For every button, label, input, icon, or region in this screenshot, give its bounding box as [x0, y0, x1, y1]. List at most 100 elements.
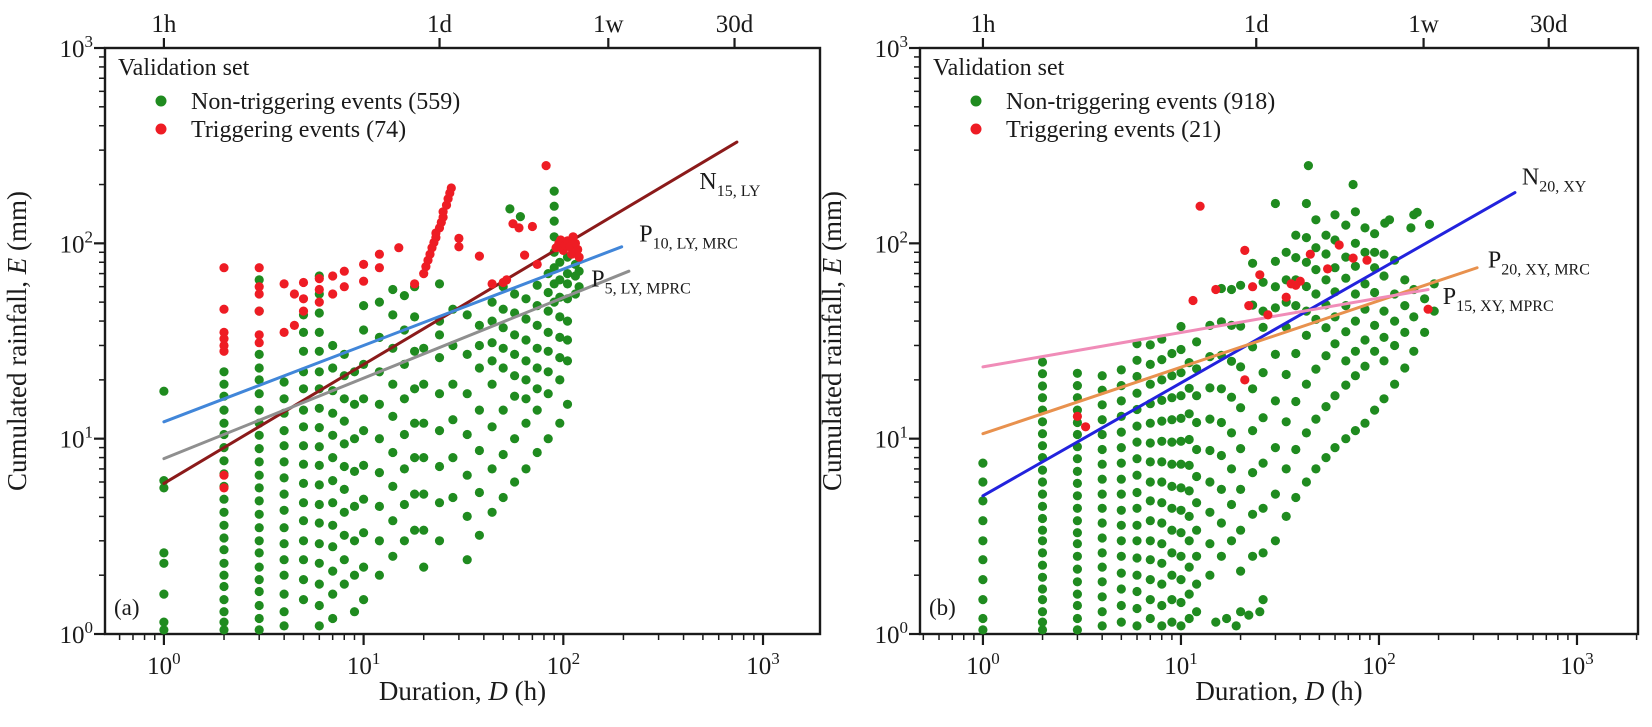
- scatter-point: [462, 310, 472, 320]
- scatter-point: [498, 405, 508, 415]
- scatter-point: [1270, 256, 1280, 266]
- scatter-point: [520, 250, 530, 260]
- scatter-point: [1037, 617, 1048, 627]
- scatter-point: [359, 301, 369, 311]
- scatter-point: [1384, 215, 1395, 225]
- scatter-point: [254, 363, 264, 373]
- scatter-point: [1270, 303, 1280, 313]
- scatter-point: [1406, 223, 1416, 233]
- scatter-point: [1409, 346, 1419, 356]
- scatter-point: [1370, 229, 1380, 239]
- scatter-point: [1360, 279, 1370, 289]
- scatter-point: [574, 252, 584, 262]
- scatter-point: [1321, 275, 1331, 285]
- scatter-point: [1258, 503, 1268, 513]
- scatter-point: [1072, 577, 1082, 587]
- scatter-point: [1281, 511, 1291, 521]
- scatter-point: [1350, 426, 1360, 436]
- scatter-point: [1072, 491, 1082, 501]
- scatter-point: [1192, 525, 1202, 535]
- scatter-point: [279, 489, 289, 499]
- x-axis-title: Duration, D (h): [1195, 676, 1362, 706]
- scatter-point: [498, 492, 508, 503]
- legend-item-label: Non-triggering events (918): [1006, 89, 1275, 115]
- scatter-point: [1081, 422, 1091, 432]
- scatter-point: [1330, 391, 1340, 401]
- scatter-point: [410, 346, 420, 356]
- scatter-point: [1222, 613, 1232, 624]
- scatter-point: [462, 389, 472, 399]
- scatter-point: [1216, 518, 1226, 528]
- x-tick-label: 101: [1164, 649, 1198, 680]
- scatter-point: [521, 314, 531, 324]
- scatter-point: [1167, 548, 1177, 558]
- scatter-point: [474, 251, 484, 261]
- scatter-point: [541, 161, 551, 171]
- scatter-point: [410, 384, 420, 394]
- scatter-point: [1184, 589, 1194, 599]
- scatter-point: [1192, 607, 1202, 617]
- scatter-point: [219, 418, 229, 428]
- scatter-point: [1145, 379, 1155, 389]
- scatter-point: [521, 464, 531, 474]
- scatter-point: [298, 405, 309, 415]
- scatter-point: [314, 460, 324, 470]
- scatter-point: [419, 453, 429, 463]
- legend-item-label: Triggering events (21): [1006, 117, 1221, 143]
- scatter-point: [1072, 539, 1082, 549]
- scatter-point: [328, 271, 338, 281]
- scatter-point: [1281, 247, 1291, 257]
- threshold-lines: N15, LY P10, LY, MRC P5, LY, MPRC: [162, 140, 761, 485]
- scatter-point: [1072, 551, 1082, 561]
- scatter-point: [1334, 240, 1344, 250]
- scatter-point: [462, 429, 472, 440]
- scatter-point: [1072, 478, 1082, 488]
- scatter-point: [1037, 607, 1048, 617]
- scatter-point: [1184, 409, 1194, 419]
- scatter-point: [314, 308, 324, 318]
- scatter-point: [388, 379, 398, 389]
- scatter-point: [549, 186, 559, 196]
- scatter-point: [1132, 570, 1142, 580]
- top-tick-label: 1w: [1408, 11, 1439, 38]
- scatter-point: [298, 459, 309, 469]
- scatter-point: [509, 371, 520, 381]
- threshold-lines: N20, XY P20, XY, MRC P15, XY, MPRC: [981, 165, 1590, 498]
- scatter-point: [1132, 454, 1142, 464]
- scatter-point: [1116, 458, 1126, 468]
- scatter-point: [1301, 379, 1311, 389]
- scatter-point: [1211, 284, 1221, 295]
- legend-marker-icon: [155, 95, 167, 107]
- scatter-point: [374, 399, 384, 409]
- scatter-point: [434, 389, 445, 399]
- scatter-point: [1226, 428, 1237, 438]
- scatter-point: [159, 548, 169, 558]
- scatter-point: [1037, 357, 1048, 367]
- scatter-point: [1184, 562, 1194, 572]
- scatter-point: [446, 183, 456, 193]
- scatter-point: [314, 403, 324, 413]
- scatter-point: [1255, 607, 1265, 617]
- scatter-point: [555, 332, 565, 342]
- scatter-point: [1037, 513, 1048, 524]
- scatter-point: [573, 244, 583, 255]
- scatter-point: [1341, 380, 1351, 390]
- scatter-point: [410, 489, 420, 499]
- scatter-point: [279, 377, 289, 387]
- scatter-point: [1072, 613, 1082, 624]
- scatter-point: [1236, 566, 1246, 576]
- scatter-point: [1072, 516, 1082, 526]
- scatter-point: [462, 470, 472, 480]
- scatter-point: [1350, 261, 1360, 271]
- scatter-point: [359, 460, 369, 470]
- scatter-point: [1379, 249, 1389, 259]
- scatter-point: [1192, 444, 1202, 455]
- scatter-point: [521, 418, 531, 428]
- scatter-point: [1301, 428, 1311, 438]
- x-tick-label: 102: [547, 649, 581, 680]
- scatter-point: [219, 520, 229, 530]
- scatter-point: [1097, 400, 1107, 410]
- scatter-point: [159, 483, 169, 493]
- scatter-point: [555, 375, 565, 385]
